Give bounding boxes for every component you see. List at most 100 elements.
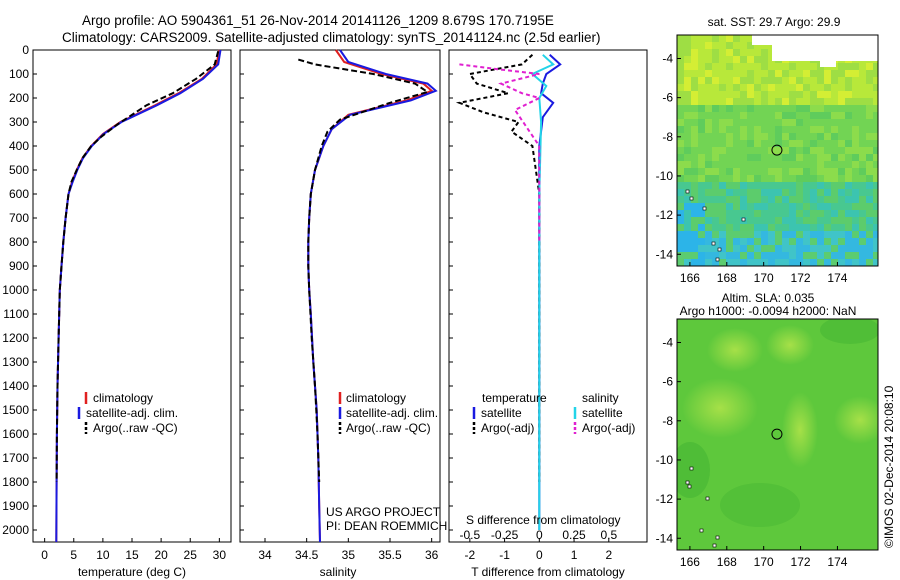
sst-cell (866, 175, 873, 182)
sst-cell (768, 217, 775, 224)
sst-cell (691, 238, 698, 245)
sst-cell (726, 63, 733, 70)
sst-cell (761, 133, 768, 140)
sst-cell (859, 126, 866, 133)
sst-cell (803, 175, 810, 182)
sst-cell (803, 126, 810, 133)
sst-cell (845, 189, 852, 196)
sst-cell (803, 77, 810, 84)
sst-cell (852, 70, 859, 77)
sst-cell (761, 119, 768, 126)
sst-cell (817, 112, 824, 119)
sst-cell (768, 252, 775, 259)
sst-cell (831, 189, 838, 196)
sst-cell (698, 224, 705, 231)
sst-cell (684, 168, 691, 175)
sst-cell (873, 126, 878, 133)
sst-cell (782, 231, 789, 238)
sst-cell (796, 133, 803, 140)
map-x-tick-label: 174 (827, 555, 847, 569)
sst-cell (859, 84, 866, 91)
sst-cell (873, 175, 878, 182)
sst-cell (719, 77, 726, 84)
sst-cell (705, 70, 712, 77)
sst-cell (845, 231, 852, 238)
sst-cell (810, 196, 817, 203)
sst-cell (698, 126, 705, 133)
sst-cell (803, 238, 810, 245)
sst-cell (726, 147, 733, 154)
sst-cell (831, 203, 838, 210)
sst-cell (859, 154, 866, 161)
sst-cell (782, 245, 789, 252)
sst-cell (838, 231, 845, 238)
sst-cell (866, 168, 873, 175)
sst-cell (852, 133, 859, 140)
sst-cell (810, 91, 817, 98)
x-tick-label: 34.5 (295, 548, 319, 562)
sst-cell (712, 35, 719, 42)
sst-cell (838, 203, 845, 210)
legend-label-climatology: climatology (346, 391, 406, 405)
sst-cell (775, 77, 782, 84)
sst-cell (810, 189, 817, 196)
sst-cell (719, 119, 726, 126)
sst-cell (754, 196, 761, 203)
sst-cell (859, 245, 866, 252)
sst-cell (726, 168, 733, 175)
sst-cell (733, 231, 740, 238)
sst-cell (691, 259, 698, 266)
map-x-tick-label: 166 (680, 555, 700, 569)
sst-cell (712, 259, 719, 266)
sst-cell (719, 98, 726, 105)
sst-cell (754, 168, 761, 175)
island-marker (689, 196, 694, 201)
sst-cell (733, 245, 740, 252)
sst-cell (789, 126, 796, 133)
sst-cell (747, 245, 754, 252)
sst-cell (852, 196, 859, 203)
sst-cell (761, 56, 768, 63)
sst-cell (705, 35, 712, 42)
sst-cell (726, 231, 733, 238)
sst-cell (859, 224, 866, 231)
sst-cell (677, 161, 684, 168)
x-tick-label: -2 (465, 548, 476, 562)
sst-cell (691, 175, 698, 182)
sst-cell (684, 203, 691, 210)
sst-cell (712, 245, 719, 252)
sst-cell (782, 147, 789, 154)
sst-cell (859, 168, 866, 175)
sst-cell (726, 238, 733, 245)
sst-cell (733, 105, 740, 112)
sst-cell (782, 119, 789, 126)
sst-cell (845, 70, 852, 77)
sst-cell (719, 147, 726, 154)
sst-cell (845, 126, 852, 133)
sst-cell (817, 259, 824, 266)
sst-cell (831, 70, 838, 77)
sst-cell (684, 175, 691, 182)
sst-cell (761, 238, 768, 245)
sst-cell (726, 119, 733, 126)
sst-cell (775, 224, 782, 231)
sst-cell (761, 217, 768, 224)
sst-map-title: sat. SST: 29.7 Argo: 29.9 (708, 15, 841, 29)
sst-cell (719, 126, 726, 133)
sst-cell (733, 56, 740, 63)
series-line-satellite-adj-clim- (307, 49, 438, 543)
sst-cell (684, 231, 691, 238)
sst-cell (796, 231, 803, 238)
sst-cell (838, 119, 845, 126)
sst-cell (719, 189, 726, 196)
depth-tick-label: 1900 (2, 499, 29, 513)
sst-cell (782, 168, 789, 175)
sst-cell (726, 259, 733, 266)
sst-cell (684, 77, 691, 84)
sst-cell (852, 105, 859, 112)
sst-cell (740, 35, 747, 42)
sst-cell (817, 210, 824, 217)
sst-cell (712, 42, 719, 49)
sst-cell (866, 119, 873, 126)
